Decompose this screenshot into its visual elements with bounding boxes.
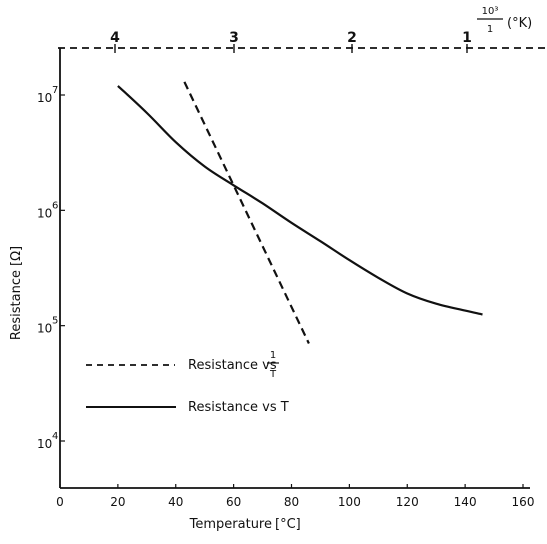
series-group	[117, 81, 483, 344]
top-axis-label-denominator: 1	[487, 24, 493, 35]
top-axis-label-unit: (°K)	[507, 16, 532, 31]
legend-label-dashed: Resistance vs	[188, 358, 277, 373]
x-tick-label: 40	[168, 495, 183, 509]
x-tick-label: 80	[284, 495, 299, 509]
y-tick-base: 10	[37, 206, 52, 220]
top-tick-label: 3	[229, 30, 239, 46]
x-tick-label: 160	[512, 495, 535, 509]
x-axis-label: Temperature	[189, 517, 272, 532]
x-axis-unit: [°C]	[275, 517, 301, 532]
x-tick-label: 60	[226, 495, 241, 509]
series-line-resistance-vs-inverse-t	[183, 81, 310, 344]
x-tick-label: 0	[56, 495, 64, 509]
legend-label-solid: Resistance vs T	[188, 400, 289, 415]
y-tick-exponent: 4	[52, 431, 58, 442]
y-tick-exponent: 7	[52, 85, 58, 96]
x-tick-label: 140	[454, 495, 477, 509]
y-axis-unit: [Ω]	[9, 246, 24, 266]
top-tick-label: 2	[347, 30, 357, 46]
y-tick-label: 106	[37, 200, 58, 220]
top-tick-label: 4	[110, 30, 120, 46]
x-tick-label: 120	[396, 495, 419, 509]
legend: Resistance vs 1 T Resistance vs T	[86, 350, 289, 415]
y-tick-base: 10	[37, 322, 52, 336]
y-tick-base: 10	[37, 437, 52, 451]
x-tick-group: 0 20 40 60 80 100 120 140 160	[56, 484, 534, 509]
y-tick-base: 10	[37, 91, 52, 105]
legend-label-dashed-fraction-numerator: 1	[270, 350, 276, 361]
y-tick-exponent: 6	[52, 200, 58, 211]
y-tick-label: 107	[37, 85, 58, 105]
legend-label-dashed-fraction-denominator: T	[269, 369, 277, 380]
series-line-resistance-vs-t	[117, 85, 483, 316]
top-tick-group: 4 3 2 1	[110, 30, 472, 53]
y-tick-label: 105	[37, 316, 58, 336]
top-axis-label-numerator: 10³	[482, 6, 499, 17]
x-tick-label: 20	[110, 495, 125, 509]
x-tick-label: 100	[338, 495, 361, 509]
y-axis-label: Resistance	[9, 270, 24, 340]
y-tick-exponent: 5	[52, 316, 58, 327]
top-axis-label: 10³ 1 (°K)	[477, 6, 532, 35]
y-tick-label: 104	[37, 431, 58, 451]
top-tick-label: 1	[462, 30, 472, 46]
